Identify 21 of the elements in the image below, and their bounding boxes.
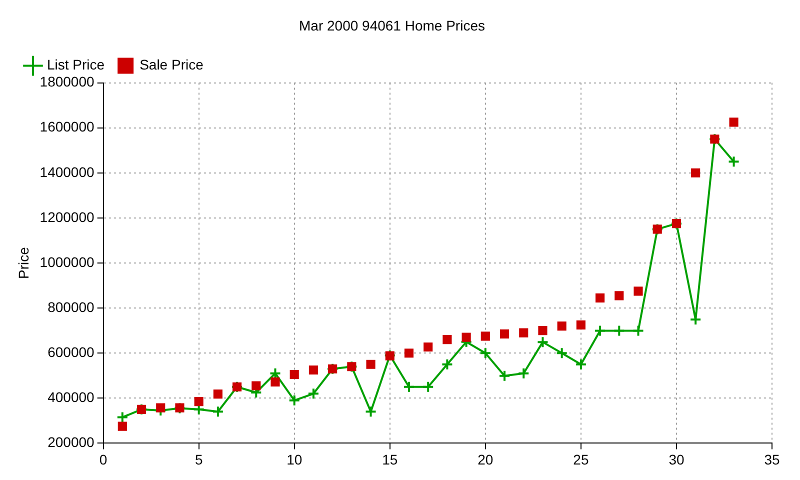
y-tick-label: 200000 — [48, 434, 95, 450]
y-tick-label: 600000 — [48, 344, 95, 360]
legend-label: List Price — [47, 56, 105, 73]
x-tick-label: 15 — [382, 451, 398, 468]
y-tick-label: 1000000 — [40, 254, 95, 270]
x-tick-label: 35 — [764, 451, 780, 468]
x-tick-label: 0 — [99, 451, 108, 468]
x-tick-label: 20 — [478, 451, 494, 468]
y-tick-label: 1400000 — [40, 164, 95, 180]
y-tick-label: 800000 — [48, 298, 95, 315]
x-tick-label: 30 — [668, 451, 684, 468]
legend-label: Sale Price — [140, 56, 204, 73]
chart-title: Mar 2000 94061 Home Prices — [299, 17, 485, 34]
y-tick-label: 1600000 — [40, 118, 95, 135]
y-tick-label: 400000 — [48, 389, 95, 406]
y-tick-label: 1200000 — [40, 208, 95, 225]
x-tick-label: 10 — [286, 451, 302, 468]
y-tick-label: 1800000 — [40, 74, 95, 90]
y-axis-title: Price — [15, 246, 32, 279]
x-tick-label: 25 — [573, 451, 589, 468]
x-tick-label: 5 — [194, 451, 203, 468]
